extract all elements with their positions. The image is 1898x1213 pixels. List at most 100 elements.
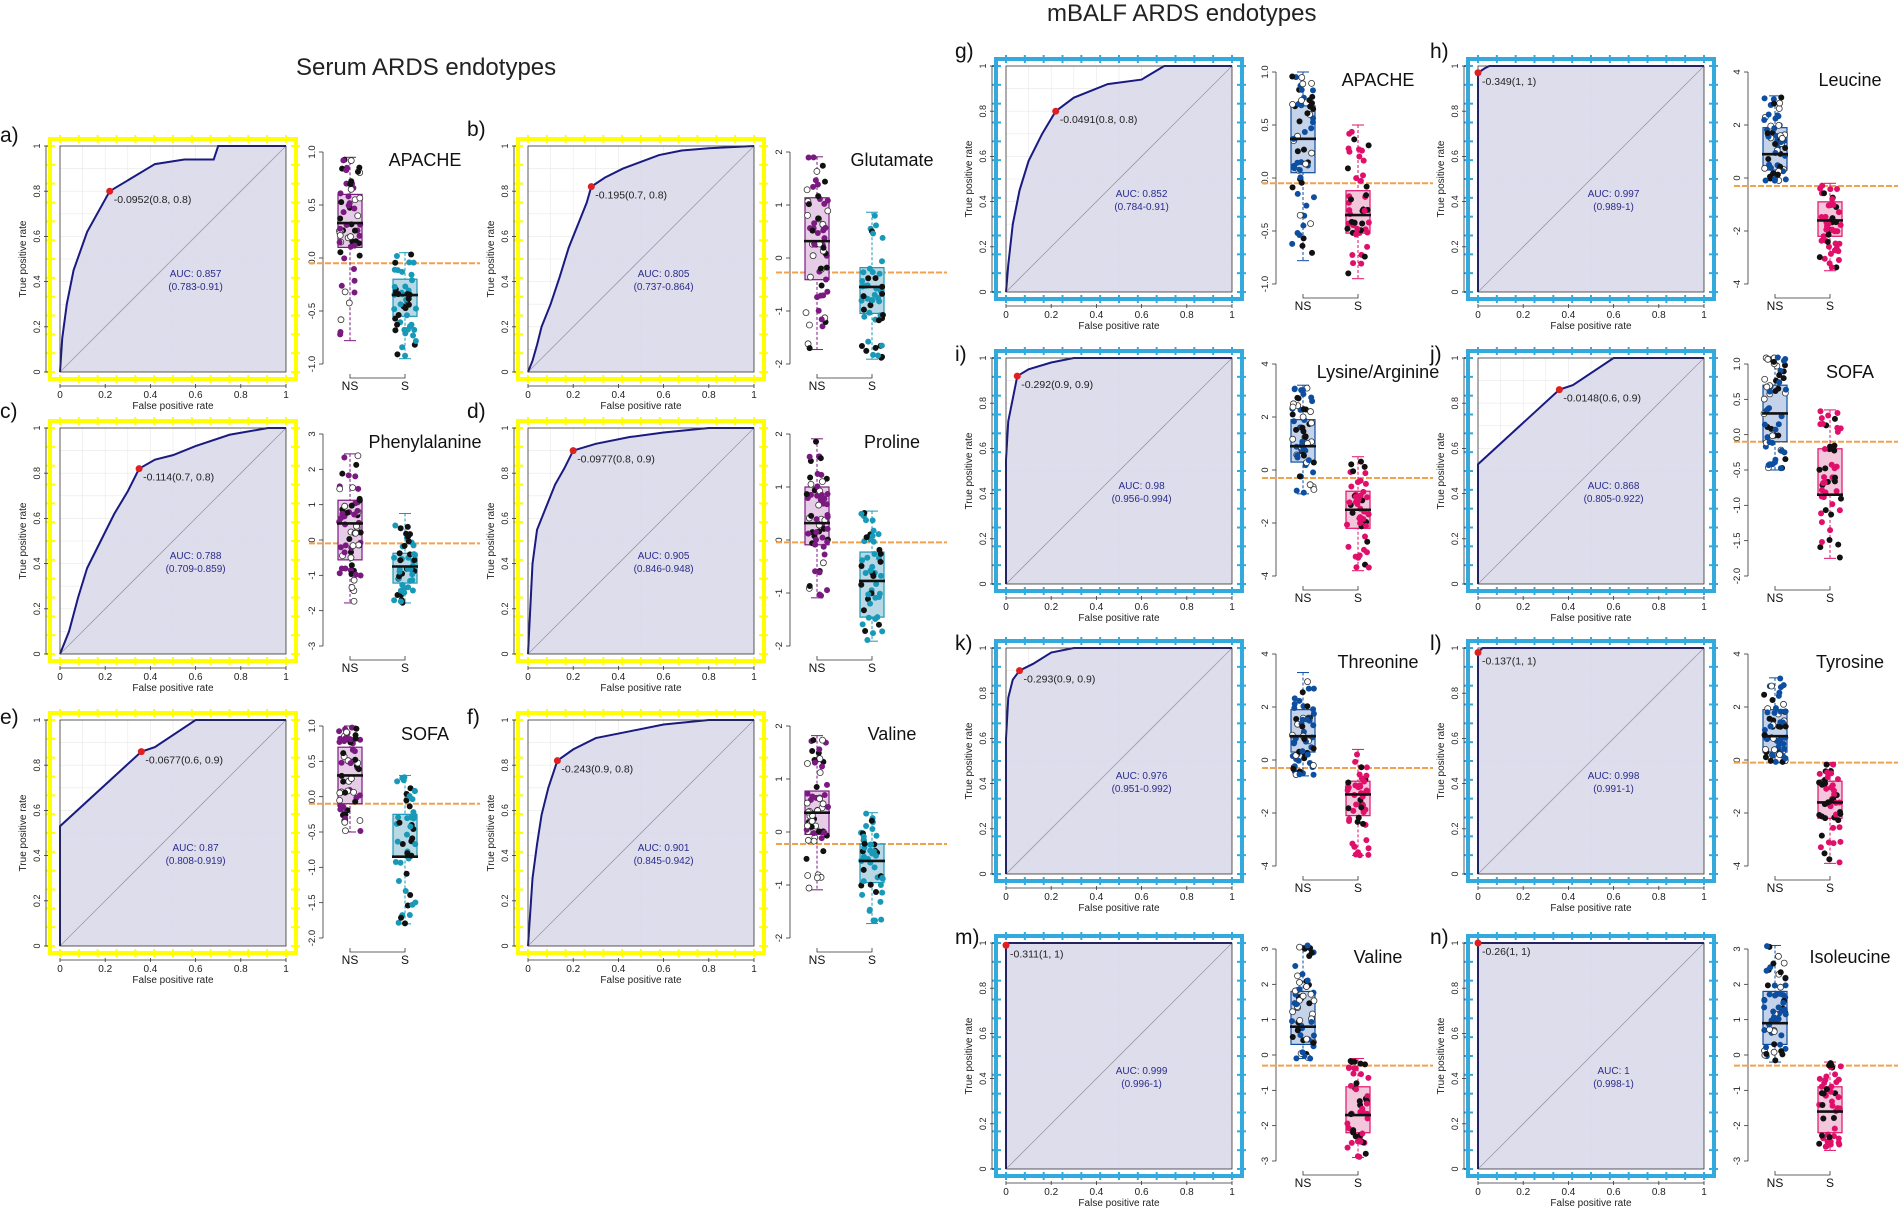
x-tick-label: 0.6 [1135,602,1149,613]
x-tick-label: 0.2 [1044,1187,1058,1198]
roc-chart-f: -0.243(0.9, 0.8) AUC: 0.901 (0.845-0.942) 0… [486,709,768,986]
box-y-tick-label: -2 [1732,227,1743,235]
data-point-ns [1299,424,1306,431]
data-point-ns [1304,703,1311,710]
data-point-s [1822,507,1829,514]
data-point-s [1832,1071,1839,1078]
data-point-ns [1761,421,1768,428]
roc-chart-i: -0.292(0.9, 0.9) AUC: 0.98 (0.956-0.994) 0 0… [964,347,1246,624]
data-point-ns [1291,695,1298,702]
data-point-ns [1310,706,1317,713]
group-label-s: S [1354,299,1362,313]
data-point-s [411,326,418,333]
y-tick-label: 1 [1450,940,1460,945]
data-point-ns [821,178,828,185]
data-point-s [862,628,869,635]
data-point-ns [341,454,348,461]
data-point-s [1363,522,1370,529]
cutoff-point[interactable] [1474,69,1482,77]
cutoff-point[interactable] [1474,649,1482,657]
box-y-tick-label: 1 [774,202,785,207]
box-y-tick-label: 0.0 [1732,428,1743,441]
data-point-ns [1293,426,1300,433]
y-tick-label: 0.6 [32,804,42,817]
y-tick-label: 0.8 [978,982,988,995]
panel-label-b: b) [467,118,486,141]
x-tick-label: 0.6 [1135,310,1149,321]
x-tick-label: 1 [283,390,289,401]
y-tick-label: 0 [978,581,988,586]
data-point-ns [1310,1032,1317,1039]
data-point-ns [337,215,344,222]
data-point-ns [1289,240,1296,247]
cutoff-point[interactable] [553,757,561,765]
cutoff-point[interactable] [1013,372,1021,380]
x-tick-label: 0 [1003,892,1009,903]
box-y-tick-label: 1 [1260,1017,1271,1022]
data-point-s [1827,250,1834,257]
x-tick-label: 0.2 [1044,602,1058,613]
data-point-s [399,840,406,847]
x-axis-label: False positive rate [600,683,682,694]
group-label-ns: NS [342,379,359,393]
data-point-ns [817,265,824,272]
y-tick-label: 0.4 [1450,777,1460,790]
box-y-tick-label: 1 [774,484,785,489]
x-tick-label: 0.4 [143,390,157,401]
data-point-s [1348,461,1355,468]
data-point-ns [818,282,825,289]
data-point-s [399,344,406,351]
data-point-ns [1294,190,1301,197]
frame-ticks [46,135,300,383]
data-point-s [1837,221,1844,228]
cutoff-point[interactable] [135,465,143,473]
group-label-ns: NS [809,953,826,967]
chance-diagonal [1005,942,1233,1170]
y-tick-label: 1 [978,645,988,650]
x-tick-label: 1 [1701,602,1707,613]
metabolite-title: SOFA [401,724,449,744]
box-y-tick-label: 1 [307,502,318,507]
box-y-tick-label: 1.0 [307,145,318,158]
y-tick-label: 1 [500,143,510,148]
data-point-ns [804,790,811,797]
auc-label: AUC: 0.997 [1588,189,1640,200]
data-point-ns [809,227,816,234]
data-point-ns [1303,983,1310,990]
x-tick-label: 0.6 [1607,602,1621,613]
cutoff-point[interactable] [1474,939,1482,947]
data-point-s [1819,182,1826,189]
cutoff-point[interactable] [106,187,114,195]
cutoff-point[interactable] [1002,941,1010,949]
data-point-ns [1309,87,1316,94]
data-point-s [1818,415,1825,422]
cutoff-point[interactable] [137,748,145,756]
data-point-s [404,326,411,333]
data-point-ns [354,452,362,460]
data-point-s [1818,510,1825,517]
cutoff-point[interactable] [1555,386,1563,394]
data-point-s [394,591,401,598]
data-point-s [1820,480,1827,487]
data-point-ns [816,569,823,576]
cutoff-point[interactable] [1016,667,1024,675]
data-point-ns [1293,1055,1300,1062]
data-point-ns [1768,682,1775,690]
data-point-s [1354,751,1361,758]
y-axis-label: True positive rate [1436,1017,1447,1094]
cutoff-point[interactable] [569,447,577,455]
data-point-ns [1763,1044,1770,1051]
data-point-ns [347,549,354,556]
x-tick-label: 0.2 [1516,1187,1530,1198]
data-point-ns [1771,1014,1778,1021]
data-point-ns [1764,982,1771,989]
data-point-s [1362,470,1369,477]
x-tick-label: 0.4 [611,964,625,975]
data-point-ns [816,755,824,763]
cutoff-point[interactable] [587,183,595,191]
data-point-s [392,315,399,322]
panel-label-l: l) [1430,632,1442,655]
data-point-ns [804,211,811,219]
cutoff-point[interactable] [1052,107,1060,115]
data-point-ns [353,725,360,732]
